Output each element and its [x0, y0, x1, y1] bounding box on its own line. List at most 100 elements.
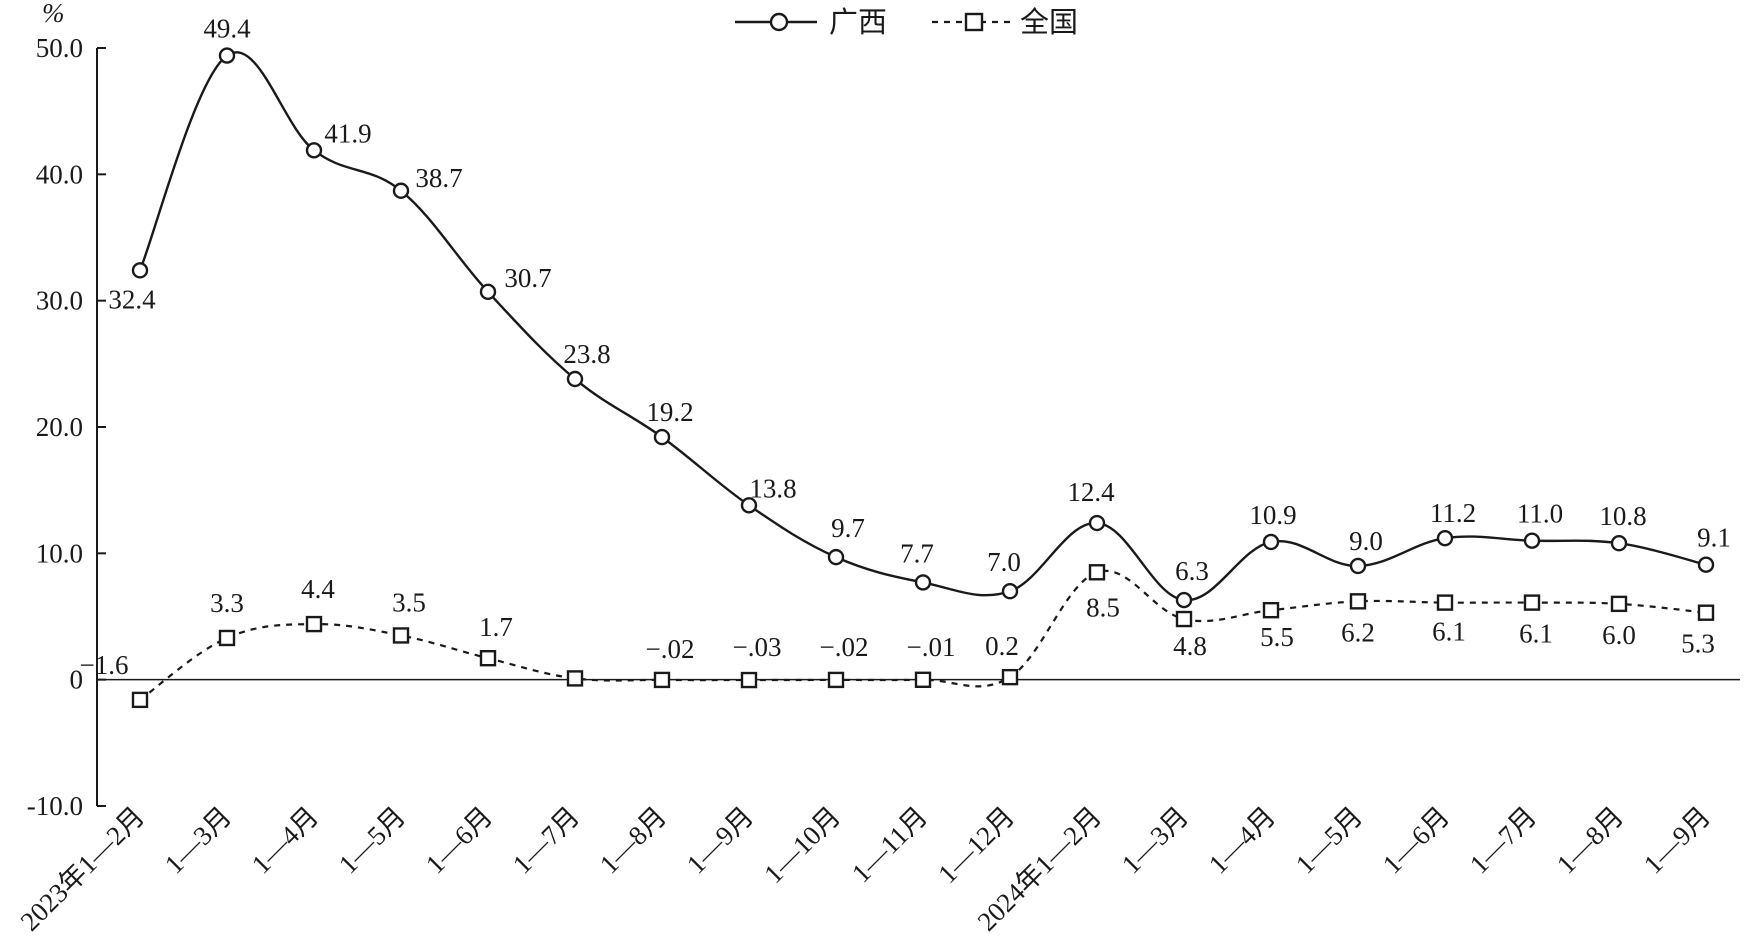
data-point-national	[1088, 564, 1106, 581]
data-point-guangxi	[479, 283, 497, 301]
data-label-guangxi: 11.2	[1430, 498, 1476, 528]
data-label-national: 6.0	[1602, 620, 1636, 650]
data-point-guangxi	[653, 428, 671, 446]
data-point-guangxi	[566, 370, 584, 388]
data-point-national	[131, 691, 149, 709]
data-point-national	[392, 627, 410, 644]
x-tick-label: 1—4月	[1203, 801, 1281, 879]
y-tick-label: -10.0	[27, 791, 83, 821]
data-point-guangxi	[1523, 532, 1541, 549]
data-point-national	[479, 649, 497, 667]
data-label-guangxi: 10.8	[1599, 501, 1646, 531]
x-tick-label: 1—5月	[1290, 801, 1368, 879]
data-label-guangxi: 41.9	[324, 118, 371, 148]
data-point-guangxi	[1436, 529, 1454, 547]
data-label-guangxi: 32.4	[108, 284, 156, 314]
x-tick-label: 1—4月	[246, 801, 324, 879]
data-point-guangxi	[392, 182, 410, 199]
data-label-national: −.02	[820, 632, 869, 662]
data-point-national	[1610, 595, 1628, 613]
y-axis-unit-label: %	[42, 0, 65, 28]
x-tick-label: 1—3月	[1116, 801, 1194, 879]
data-point-national	[1001, 668, 1019, 686]
data-label-national: 0.2	[985, 631, 1019, 661]
x-tick-label: 1—8月	[1551, 801, 1629, 879]
data-label-guangxi: 6.3	[1175, 556, 1209, 586]
data-label-guangxi: 49.4	[203, 14, 251, 44]
data-label-national: 5.5	[1260, 622, 1294, 652]
data-label-national: 3.3	[210, 588, 244, 618]
data-point-national	[218, 629, 236, 647]
x-tick-label: 1—7月	[507, 801, 585, 879]
chart-data-labels: 32.4 49.4 41.9 38.7 30.7 23.8 19.2 13.8 9.7 7.7 7.…	[80, 14, 1731, 680]
x-tick-label: 1—6月	[420, 801, 498, 879]
y-tick-label: 10.0	[36, 538, 83, 568]
chart-series	[131, 47, 1715, 709]
data-point-guangxi	[218, 47, 236, 64]
x-tick-label: 1—12月	[932, 801, 1020, 889]
data-point-guangxi	[1175, 591, 1193, 609]
data-label-guangxi: 23.8	[563, 339, 610, 369]
data-label-national: −.03	[733, 632, 782, 662]
data-point-national	[740, 671, 758, 689]
legend-marker-guangxi	[769, 12, 789, 32]
x-tick-label: 1—6月	[1377, 801, 1455, 879]
data-label-guangxi: 11.0	[1517, 499, 1563, 529]
data-label-national: 6.1	[1432, 617, 1466, 647]
data-label-guangxi: 19.2	[646, 397, 693, 427]
x-tick-label: 1—11月	[846, 801, 933, 888]
y-tick-label: 50.0	[36, 33, 83, 63]
data-point-guangxi	[827, 548, 845, 566]
data-label-national: −.01	[907, 632, 956, 662]
x-tick-label: 1—9月	[681, 801, 759, 879]
data-label-national: 4.8	[1173, 631, 1207, 661]
data-label-guangxi: 10.9	[1249, 500, 1296, 530]
legend-label-national: 全国	[1020, 6, 1078, 39]
data-label-guangxi: 12.4	[1067, 477, 1115, 507]
data-point-national	[1436, 594, 1454, 611]
data-label-national: 6.1	[1519, 619, 1553, 649]
data-label-guangxi: 9.1	[1697, 523, 1731, 553]
data-point-guangxi	[1610, 535, 1628, 552]
data-point-national	[305, 615, 323, 633]
data-point-guangxi	[305, 142, 323, 159]
x-tick-label: 1—3月	[159, 801, 237, 879]
chart-legend: 广西 全国	[735, 6, 1078, 39]
y-tick-label: 30.0	[36, 286, 83, 316]
data-label-guangxi: 13.8	[749, 473, 796, 503]
x-tick-label: 1—9月	[1638, 801, 1716, 879]
data-point-national	[1523, 594, 1541, 611]
x-tick-label: 1—8月	[594, 801, 672, 879]
data-label-national: 8.5	[1086, 592, 1120, 622]
y-tick-label: 20.0	[36, 412, 83, 442]
legend-marker-national	[964, 12, 984, 32]
data-label-national: 1.7	[479, 612, 513, 642]
data-label-national: 3.5	[392, 587, 426, 617]
x-tick-label: 1—7月	[1464, 801, 1542, 879]
legend-label-guangxi: 广西	[829, 6, 887, 39]
data-point-national	[914, 671, 932, 688]
data-point-national	[827, 671, 845, 689]
data-point-national	[1349, 593, 1367, 610]
data-label-national: 6.2	[1341, 617, 1375, 647]
data-label-national: −.02	[646, 634, 695, 664]
data-label-guangxi: 7.0	[987, 547, 1021, 577]
data-label-national: 4.4	[301, 574, 335, 604]
data-point-guangxi	[1349, 557, 1367, 575]
series-line-national	[139, 569, 1707, 701]
y-tick-label: 0	[70, 665, 84, 695]
data-label-national: 5.3	[1681, 629, 1715, 659]
data-point-national	[653, 671, 671, 689]
data-label-national: −1.6	[80, 650, 129, 680]
data-point-guangxi	[740, 497, 758, 514]
data-point-national	[1697, 604, 1715, 621]
data-label-guangxi: 9.0	[1349, 526, 1383, 556]
data-point-guangxi	[1001, 583, 1019, 600]
data-label-guangxi: 7.7	[900, 538, 934, 568]
data-point-guangxi	[914, 574, 932, 591]
x-tick-label: 1—5月	[333, 801, 411, 879]
data-point-national	[566, 670, 584, 687]
x-tick-label: 2023年1—2月	[14, 801, 150, 937]
